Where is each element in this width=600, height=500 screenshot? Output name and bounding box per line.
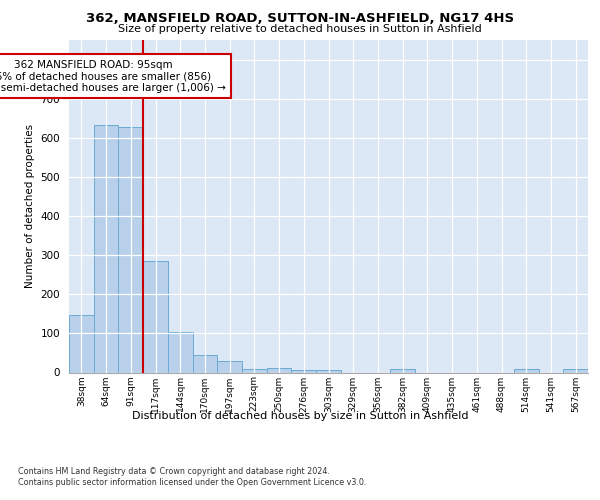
Bar	[242, 368, 267, 372]
Bar	[94, 126, 118, 372]
Bar	[217, 361, 242, 372]
Text: Size of property relative to detached houses in Sutton in Ashfield: Size of property relative to detached ho…	[118, 24, 482, 34]
Bar	[118, 127, 143, 372]
Bar	[143, 261, 168, 372]
Text: Contains HM Land Registry data © Crown copyright and database right 2024.
Contai: Contains HM Land Registry data © Crown c…	[18, 468, 367, 487]
Bar	[69, 314, 94, 372]
Bar	[563, 370, 588, 372]
Bar	[292, 370, 316, 372]
Bar	[390, 370, 415, 372]
Bar	[267, 368, 292, 372]
Bar	[316, 370, 341, 372]
Bar	[514, 370, 539, 372]
Bar	[168, 332, 193, 372]
Text: 362, MANSFIELD ROAD, SUTTON-IN-ASHFIELD, NG17 4HS: 362, MANSFIELD ROAD, SUTTON-IN-ASHFIELD,…	[86, 12, 514, 26]
Bar	[193, 354, 217, 372]
Text: Distribution of detached houses by size in Sutton in Ashfield: Distribution of detached houses by size …	[132, 411, 468, 421]
Y-axis label: Number of detached properties: Number of detached properties	[25, 124, 35, 288]
Text: 362 MANSFIELD ROAD: 95sqm
← 46% of detached houses are smaller (856)
53% of semi: 362 MANSFIELD ROAD: 95sqm ← 46% of detac…	[0, 60, 226, 93]
